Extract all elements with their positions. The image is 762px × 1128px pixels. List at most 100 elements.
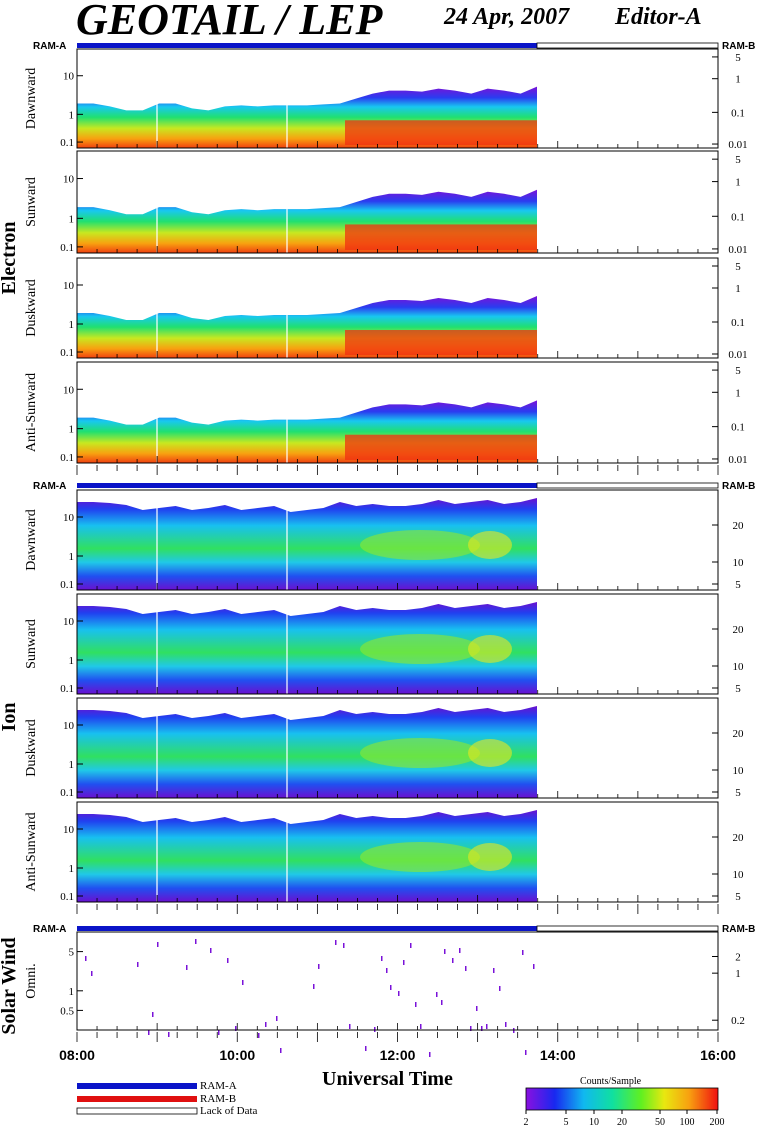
right-tick-label: 5	[735, 891, 741, 903]
solar-wind-point	[365, 1046, 367, 1051]
legend-ram-b-swatch	[77, 1096, 197, 1102]
solar-wind-point	[499, 986, 501, 991]
solar-wind-point	[465, 966, 467, 971]
solar-wind-point	[441, 1000, 443, 1005]
panel-label: Dawnward	[24, 509, 39, 570]
group-label: Solar Wind	[0, 937, 20, 1034]
solar-wind-point	[318, 964, 320, 969]
solar-wind-point	[386, 968, 388, 973]
solar-wind-point	[210, 948, 212, 953]
colorbar-tick-label: 5	[564, 1117, 569, 1128]
x-tick-label: 10:00	[219, 1047, 255, 1063]
ion-core-blob	[468, 739, 512, 767]
solar-wind-point	[85, 956, 87, 961]
electron-hot-band	[345, 434, 537, 460]
left-tick-label: 1	[69, 986, 75, 998]
solar-wind-point	[476, 1006, 478, 1011]
colorbar-tick-label: 200	[710, 1117, 725, 1128]
solar-wind-point	[227, 958, 229, 963]
panel-ion-anti-sunward: Anti-Sunward 10 1 0.1 20 10 5	[24, 801, 744, 903]
left-tick-label: 0.1	[60, 137, 74, 149]
panel-label: Dawnward	[24, 68, 39, 129]
left-tick-label: 0.1	[60, 452, 74, 464]
left-tick-label: 1	[69, 213, 75, 225]
right-tick-label: 0.01	[728, 139, 747, 151]
right-tick-label: 0.1	[731, 211, 745, 223]
panel-label: Duskward	[24, 719, 39, 777]
solar-wind-point	[481, 1026, 483, 1031]
solar-wind-point	[91, 971, 93, 976]
legend-ram-a-swatch	[77, 1083, 197, 1089]
left-tick-label: 10	[63, 720, 75, 732]
right-tick-label: 10	[733, 765, 745, 777]
left-tick-label: 1	[69, 655, 75, 667]
ion-core-blob	[468, 843, 512, 871]
left-tick-label: 1	[69, 109, 75, 121]
solar-wind-point	[522, 950, 524, 955]
left-tick-label: 10	[63, 280, 75, 292]
right-tick-label: 5	[735, 683, 741, 695]
left-tick-label: 5	[69, 947, 75, 959]
colorbar	[525, 1087, 719, 1111]
colorbar-tick-label: 10	[589, 1117, 599, 1128]
right-tick-label: 0.2	[731, 1015, 745, 1027]
solar-wind-point	[343, 943, 345, 948]
solar-wind-point	[444, 949, 446, 954]
right-tick-label: 5	[735, 261, 741, 273]
ram-b-tag: RAM-B	[722, 924, 755, 935]
solar-wind-point	[280, 1048, 282, 1053]
x-tick-label: 12:00	[380, 1047, 416, 1063]
colorbar-tick-label: 50	[655, 1117, 665, 1128]
solar-wind-point	[335, 940, 337, 945]
right-tick-label: 5	[735, 787, 741, 799]
solar-wind-point	[313, 984, 315, 989]
ram-b-tag: RAM-B	[722, 481, 755, 492]
solar-wind-point	[410, 943, 412, 948]
solar-wind-point	[195, 939, 197, 944]
panel-label: Duskward	[24, 279, 39, 337]
group-label: Ion	[0, 703, 20, 732]
panel-electron-duskward: Duskward 10 1 0.1 5 1 0.1 0.01	[24, 257, 748, 361]
right-tick-label: 5	[735, 365, 741, 377]
left-tick-label: 0.1	[60, 891, 74, 903]
right-tick-label: 5	[735, 579, 741, 591]
solar-wind-point	[218, 1030, 220, 1035]
ram-a-bar	[77, 43, 537, 48]
left-tick-label: 10	[63, 71, 75, 83]
panel-solar-wind-omni-: Omni. 5 1 0.5 2 1 0.2	[24, 931, 745, 1057]
panel-electron-sunward: Sunward 10 1 0.1 5 1 0.1 0.01	[24, 150, 748, 256]
solar-wind-point	[235, 1026, 237, 1031]
solar-wind-point	[349, 1024, 351, 1029]
x-axis-label: Universal Time	[322, 1068, 453, 1090]
group-label: Electron	[0, 222, 20, 295]
colorbar-tick-label: 2	[524, 1117, 529, 1128]
right-tick-label: 1	[735, 74, 741, 86]
solar-wind-point	[415, 1002, 417, 1007]
x-tick-label: 16:00	[700, 1047, 736, 1063]
electron-hot-band	[345, 224, 537, 250]
left-tick-label: 0.1	[60, 242, 74, 254]
right-tick-label: 0.01	[728, 244, 747, 256]
ram-a-bar	[77, 926, 537, 931]
left-tick-label: 0.1	[60, 787, 74, 799]
solar-wind-point	[157, 942, 159, 947]
x-tick-label: 14:00	[540, 1047, 576, 1063]
lack-of-data-bar	[536, 482, 719, 489]
left-tick-label: 1	[69, 551, 75, 563]
panel-electron-anti-sunward: Anti-Sunward 10 1 0.1 5 1 0.1 0.01	[24, 361, 748, 466]
solar-wind-point	[137, 962, 139, 967]
ion-spectrogram-fill	[77, 602, 537, 694]
lack-of-data-bar	[536, 42, 719, 49]
solar-wind-point	[525, 1050, 527, 1055]
legend-ram-a-label: RAM-A	[200, 1080, 237, 1092]
solar-wind-point	[152, 1012, 154, 1017]
solar-wind-point	[258, 1033, 260, 1038]
solar-wind-point	[505, 1022, 507, 1027]
left-tick-label: 1	[69, 319, 75, 331]
electron-hot-band	[345, 120, 537, 146]
x-tick-label: 08:00	[59, 1047, 95, 1063]
left-tick-label: 0.1	[60, 683, 74, 695]
right-tick-label: 1	[735, 177, 741, 189]
solar-wind-point	[486, 1024, 488, 1029]
ram-a-tag: RAM-A	[33, 481, 66, 492]
